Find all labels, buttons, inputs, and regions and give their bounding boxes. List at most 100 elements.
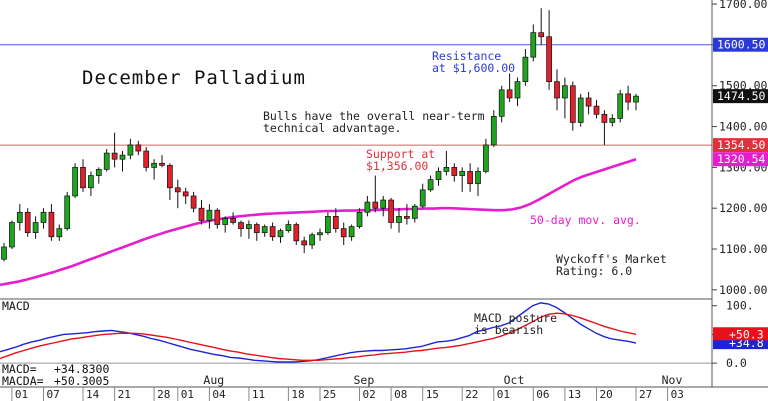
moving-average-tag-bg — [713, 152, 768, 167]
price-y-tick-label: 1100.00 — [719, 242, 768, 256]
candle-body — [514, 81, 521, 99]
candle-body — [238, 222, 244, 229]
candle-body — [490, 115, 497, 146]
candle-body — [435, 171, 442, 180]
candle-body — [530, 32, 537, 58]
macd-y-tick-label: 0.0 — [726, 356, 747, 370]
candle-body — [388, 199, 394, 223]
candle-body — [522, 56, 529, 82]
price-y-tick-label: 1200.00 — [719, 201, 768, 215]
month-label: Aug — [203, 373, 224, 387]
resistance-annotation-line-2: at $1,600.00 — [432, 61, 515, 75]
candle-body — [451, 167, 458, 176]
candle-body — [562, 85, 568, 99]
candle-body — [32, 222, 39, 234]
candle-body — [159, 162, 165, 166]
last-price-tag: 1474.50 — [717, 89, 766, 103]
date-tick-label: 06 — [536, 388, 549, 401]
candle-body — [269, 226, 276, 238]
moving-average-line — [0, 157, 637, 287]
resistance-annotation-line-1: Resistance — [432, 49, 501, 63]
candle-body — [80, 167, 86, 189]
candle-body — [601, 113, 608, 123]
candle-body — [253, 224, 260, 234]
support-annotation-line-2: $1,356.00 — [366, 159, 428, 173]
candle-body — [380, 199, 387, 209]
date-tick-label: 28 — [157, 388, 170, 401]
candle-body — [167, 164, 173, 189]
resistance-tag: 1600.50 — [717, 38, 766, 52]
candle-body — [506, 89, 513, 99]
candle-body — [609, 118, 616, 123]
candle-body — [483, 144, 489, 172]
candle-body — [182, 191, 189, 197]
candle-body — [443, 167, 450, 172]
date-tick-label: 14 — [86, 388, 100, 401]
candle-body — [325, 216, 331, 234]
candle-body — [309, 234, 315, 246]
date-tick-label: 25 — [323, 388, 336, 401]
candle-body — [301, 240, 308, 246]
month-label: Sep — [354, 373, 375, 387]
date-tick-label: 11 — [252, 388, 265, 401]
candle-body — [372, 201, 379, 209]
bulls-annotation-line-2: technical advantage. — [263, 121, 401, 135]
candle-body — [143, 150, 150, 168]
date-tick-label: 18 — [291, 388, 304, 401]
macd-panel — [0, 302, 712, 364]
price-y-tick-label: 1000.00 — [719, 283, 768, 297]
candle-body — [48, 211, 55, 238]
macd-annotation-line-1: MACD posture — [474, 311, 557, 325]
candle-body — [293, 224, 300, 242]
candle-body — [625, 93, 631, 103]
wyckoff-rating-line-1: Wyckoff's Market — [556, 252, 667, 266]
candle-body — [277, 230, 284, 238]
candle-body — [16, 211, 23, 223]
candle-body — [127, 144, 134, 156]
candle-body — [222, 218, 229, 225]
candle-body — [214, 209, 221, 225]
candle-body — [95, 169, 102, 176]
candle-body — [617, 93, 624, 119]
candle-body — [585, 97, 592, 107]
date-tick-label: 01 — [15, 388, 28, 401]
moving-average-annotation: 50-day mov. avg. — [530, 213, 641, 227]
candle-body — [111, 152, 118, 160]
macd-legend-name: MACD= — [2, 362, 37, 376]
macda-legend-value: +50.3005 — [54, 374, 109, 388]
candle-body — [404, 216, 410, 219]
date-tick-label: 13 — [568, 388, 581, 401]
candle-body — [64, 195, 71, 229]
candle-body — [538, 32, 545, 38]
date-tick-label: 03 — [671, 388, 684, 401]
candle-body — [24, 211, 31, 234]
candle-body — [174, 187, 181, 193]
price-y-tick-label: 1400.00 — [719, 120, 768, 134]
candle-body — [467, 171, 473, 185]
candle-body — [348, 226, 355, 238]
candle-body — [411, 205, 418, 219]
date-tick-label: 04 — [212, 388, 226, 401]
candle-body — [396, 216, 402, 223]
last-price-tag-bg — [713, 89, 768, 104]
macd-series-tag-1: +50.3 — [729, 327, 764, 341]
candle-body — [135, 144, 142, 152]
date-tick-label: 01 — [497, 388, 510, 401]
month-label: Oct — [504, 373, 525, 387]
candle-body — [332, 216, 339, 229]
candle-body — [72, 167, 78, 197]
candle-body — [593, 105, 600, 115]
bulls-annotation-line-1: Bulls have the overall near-term — [263, 109, 485, 123]
candle-body — [317, 232, 323, 236]
candle-body — [285, 224, 292, 231]
candle-body — [364, 201, 371, 213]
resistance-tag-bg — [713, 37, 768, 52]
candle-body — [419, 189, 426, 207]
candle-body — [498, 89, 505, 117]
date-tick-label: 07 — [47, 388, 60, 401]
candle-body — [356, 211, 363, 227]
date-tick-label: 27 — [639, 388, 652, 401]
macd-series-line-1 — [0, 312, 637, 361]
macd-series-tag-bg-1 — [713, 327, 768, 341]
